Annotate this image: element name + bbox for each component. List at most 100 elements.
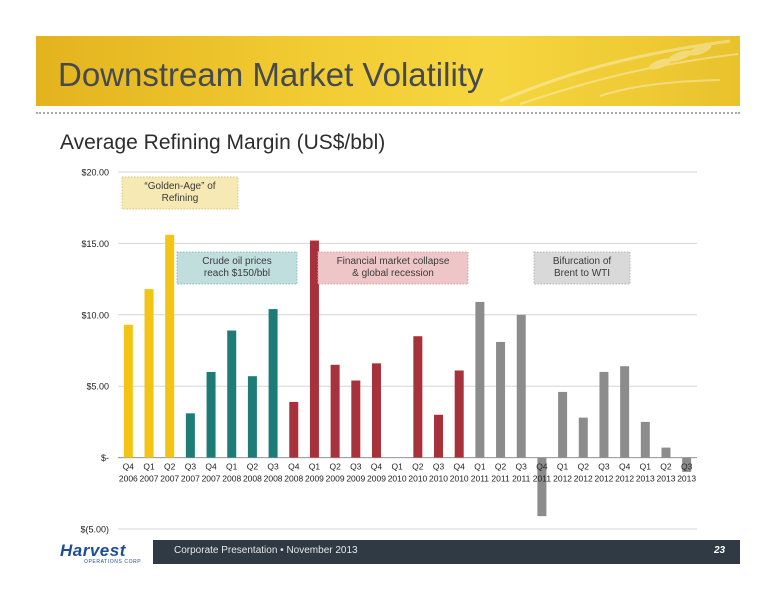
x-tick-year-label: 2013 (636, 474, 655, 484)
x-tick-quarter-label: Q4 (288, 462, 300, 472)
x-tick-year-label: 2011 (512, 474, 531, 484)
x-tick-year-label: 2006 (119, 474, 138, 484)
bar (371, 363, 381, 458)
x-tick-year-label: 2011 (491, 474, 510, 484)
bar (682, 457, 692, 472)
bar (496, 341, 506, 458)
x-tick-year-label: 2010 (450, 474, 469, 484)
annotation-text: Brent to WTI (554, 268, 610, 279)
x-tick-quarter-label: Q4 (536, 462, 548, 472)
annotation-text: Bifurcation of (553, 256, 612, 267)
x-tick-year-label: 2010 (429, 474, 448, 484)
y-tick-label: $5.00 (86, 382, 109, 392)
annotation-box (317, 251, 469, 285)
x-tick-year-label: 2008 (284, 474, 303, 484)
x-tick-quarter-label: Q3 (433, 462, 445, 472)
x-tick-quarter-label: Q3 (681, 462, 693, 472)
x-tick-quarter-label: Q4 (123, 462, 135, 472)
logo-subtext: OPERATIONS CORP (84, 559, 142, 565)
x-tick-quarter-label: Q4 (619, 462, 631, 472)
y-tick-label: $- (101, 453, 109, 463)
x-tick-year-label: 2012 (574, 474, 593, 484)
x-tick-year-label: 2007 (160, 474, 179, 484)
bar (640, 421, 650, 458)
wheat-watermark-icon (499, 39, 739, 105)
bar (661, 447, 671, 458)
x-tick-year-label: 2008 (222, 474, 241, 484)
x-tick-year-label: 2012 (594, 474, 613, 484)
bar (309, 240, 319, 458)
x-tick-quarter-label: Q2 (660, 462, 672, 472)
x-tick-quarter-label: Q4 (205, 462, 217, 472)
annotation-box (121, 176, 239, 210)
x-tick-quarter-label: Q4 (371, 462, 383, 472)
y-tick-label: $15.00 (81, 239, 109, 249)
x-tick-year-label: 2009 (367, 474, 386, 484)
annotation-text: reach $150/bbl (204, 268, 270, 279)
x-tick-year-label: 2012 (553, 474, 572, 484)
x-tick-year-label: 2009 (346, 474, 365, 484)
x-tick-quarter-label: Q2 (578, 462, 590, 472)
x-tick-quarter-label: Q1 (474, 462, 486, 472)
x-tick-year-label: 2009 (326, 474, 345, 484)
y-tick-label: $10.00 (81, 310, 109, 320)
bar (123, 324, 133, 458)
bar (475, 301, 485, 458)
footer-text: Corporate Presentation • November 2013 (174, 545, 358, 556)
x-tick-year-label: 2013 (677, 474, 696, 484)
x-tick-quarter-label: Q2 (247, 462, 259, 472)
bar (537, 457, 547, 517)
x-tick-quarter-label: Q3 (598, 462, 610, 472)
x-tick-quarter-label: Q3 (185, 462, 197, 472)
annotation-text: Financial market collapse (337, 256, 450, 267)
bar (558, 391, 568, 458)
x-tick-quarter-label: Q2 (329, 462, 341, 472)
bar (289, 401, 299, 458)
x-tick-year-label: 2010 (388, 474, 407, 484)
x-tick-year-label: 2012 (615, 474, 634, 484)
bar (434, 414, 444, 458)
annotation-text: & global recession (352, 268, 434, 279)
annotation-text: Crude oil prices (202, 256, 271, 267)
y-tick-label: $20.00 (81, 168, 109, 178)
annotation-text: Refining (162, 193, 199, 204)
bar (351, 380, 361, 458)
bar (454, 370, 464, 458)
x-tick-quarter-label: Q1 (557, 462, 569, 472)
x-tick-year-label: 2010 (408, 474, 427, 484)
annotation-text: “Golden-Age” of (144, 181, 215, 192)
title-banner (36, 36, 740, 106)
bar (227, 330, 237, 458)
x-tick-quarter-label: Q2 (495, 462, 507, 472)
bar (330, 364, 340, 458)
y-tick-label: $(5.00) (80, 525, 109, 535)
x-tick-quarter-label: Q1 (391, 462, 403, 472)
bar (185, 413, 195, 458)
x-tick-quarter-label: Q3 (350, 462, 362, 472)
bar (516, 314, 526, 458)
title-divider (36, 112, 740, 114)
harvest-logo: Harvest OPERATIONS CORP (60, 541, 141, 565)
x-tick-year-label: 2011 (533, 474, 552, 484)
x-tick-year-label: 2013 (657, 474, 676, 484)
x-tick-quarter-label: Q3 (267, 462, 279, 472)
x-tick-year-label: 2007 (181, 474, 200, 484)
x-tick-year-label: 2008 (243, 474, 262, 484)
x-tick-quarter-label: Q1 (640, 462, 652, 472)
x-tick-quarter-label: Q1 (309, 462, 321, 472)
footer-bar (153, 540, 740, 564)
x-tick-quarter-label: Q2 (164, 462, 176, 472)
x-tick-quarter-label: Q4 (454, 462, 466, 472)
annotation-box (176, 251, 298, 285)
x-tick-quarter-label: Q3 (516, 462, 528, 472)
bar (578, 417, 588, 458)
x-tick-quarter-label: Q2 (412, 462, 424, 472)
bar (599, 371, 609, 458)
slide-title: Downstream Market Volatility (58, 56, 484, 93)
page-number: 23 (714, 545, 726, 556)
annotation-box (533, 251, 631, 285)
chart-subtitle: Average Refining Margin (US$/bbl) (60, 131, 386, 154)
bar (165, 234, 175, 458)
logo-text: Harvest (60, 541, 126, 560)
